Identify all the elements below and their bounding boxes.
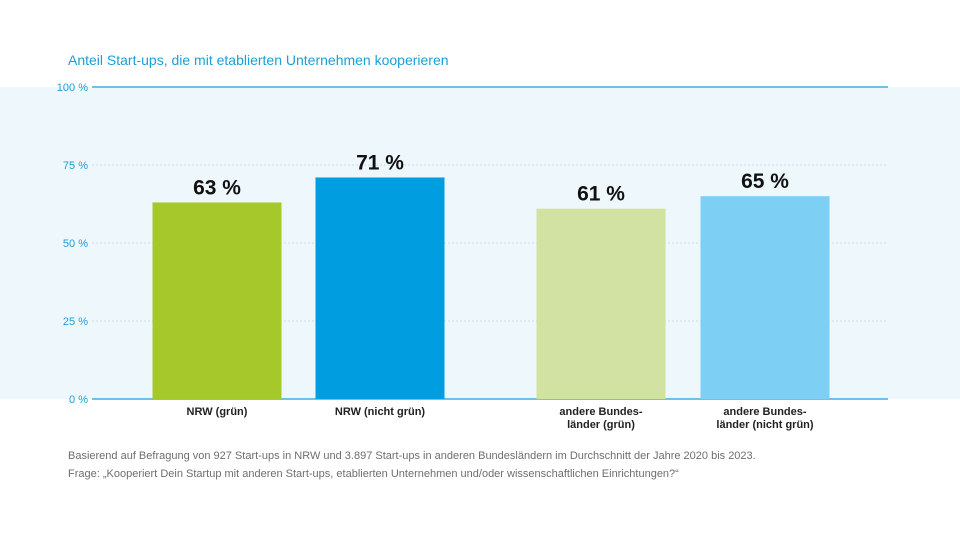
x-axis-categories: NRW (grün) NRW (nicht grün) andere Bundes-… (187, 406, 814, 431)
y-tick-label: 50 % (63, 238, 88, 250)
bar-value-label: 71 % (356, 151, 404, 174)
y-tick-label: 0 % (69, 394, 88, 406)
bar-value-label: 65 % (741, 170, 789, 193)
bar (700, 196, 830, 399)
bar (315, 177, 445, 399)
bar-value-labels: 63 % 71 % 61 % 65 % (193, 151, 789, 205)
bars (152, 177, 830, 399)
x-tick-label: NRW (nicht grün) (335, 406, 426, 418)
x-tick-label: andere Bundes- (723, 406, 806, 418)
x-tick-label: länder (grün) (567, 419, 635, 431)
footnote: Basierend auf Befragung von 927 Start-up… (68, 447, 756, 483)
x-tick-label: NRW (grün) (187, 406, 248, 418)
bar-value-label: 61 % (577, 183, 625, 206)
bar (536, 208, 666, 399)
bar (152, 202, 282, 399)
x-tick-label: länder (nicht grün) (716, 419, 814, 431)
footnote-line-2: Frage: „Kooperiert Dein Startup mit ande… (68, 468, 679, 480)
x-tick-label: andere Bundes- (559, 406, 642, 418)
y-axis-ticks: 0 % 25 % 50 % 75 % 100 % (57, 82, 88, 406)
y-tick-label: 100 % (57, 82, 88, 94)
chart-subtitle: Anteil Start-ups, die mit etablierten Un… (68, 52, 449, 68)
footnote-line-1: Basierend auf Befragung von 927 Start-up… (68, 450, 756, 462)
bar-value-label: 63 % (193, 176, 241, 199)
y-tick-label: 25 % (63, 316, 88, 328)
y-tick-label: 75 % (63, 160, 88, 172)
